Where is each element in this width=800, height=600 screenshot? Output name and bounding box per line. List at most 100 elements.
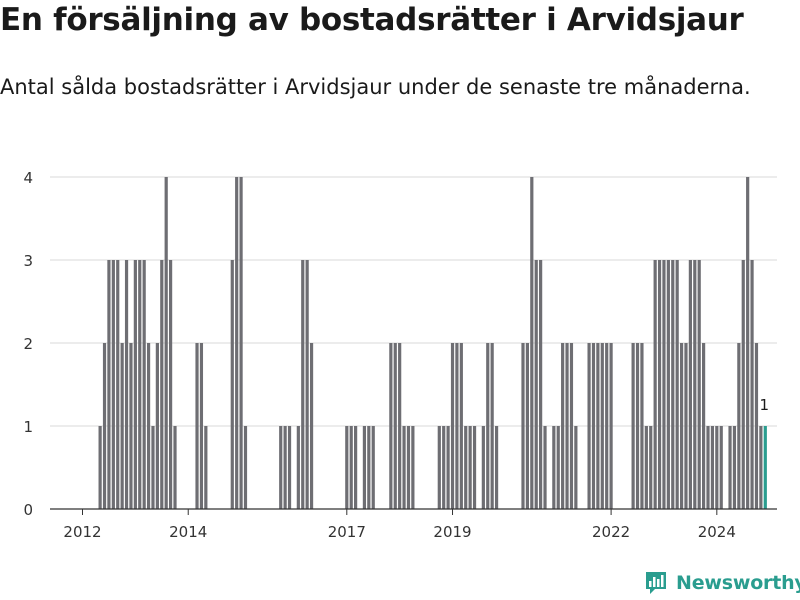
bar (120, 343, 124, 509)
bar (534, 260, 538, 509)
bar (393, 343, 397, 509)
bar (693, 260, 697, 509)
y-tick-label: 3 (23, 252, 33, 270)
newsworthy-logo-text: Newsworthy (676, 572, 800, 594)
bar (494, 426, 499, 509)
bar (671, 260, 675, 509)
bar (195, 343, 199, 509)
bar (349, 426, 353, 509)
bar (98, 426, 102, 509)
bar (666, 260, 670, 509)
bar (631, 343, 635, 509)
bar (230, 260, 234, 509)
bar (486, 343, 490, 509)
bar (305, 260, 309, 509)
chart-title: En försäljning av bostadsrätter i Arvids… (0, 2, 744, 38)
bar (155, 343, 159, 509)
bar (706, 426, 710, 509)
bar (459, 343, 463, 509)
bar (591, 343, 596, 509)
bar (481, 426, 485, 509)
bar (442, 426, 446, 509)
bar (124, 260, 129, 509)
bar (596, 343, 600, 509)
bar (345, 426, 349, 509)
bar (146, 343, 151, 509)
bar (649, 426, 653, 509)
bar (702, 343, 706, 509)
bar (468, 426, 472, 509)
x-tick-label: 2012 (63, 523, 101, 541)
bar (402, 426, 406, 509)
bar (741, 260, 745, 509)
bar (437, 426, 441, 509)
y-tick-label: 1 (23, 418, 33, 436)
bar (732, 426, 737, 509)
bar (116, 260, 120, 509)
bar (287, 426, 292, 509)
bar (367, 426, 371, 509)
bar (490, 343, 494, 509)
bar (283, 426, 287, 509)
bar (164, 177, 168, 509)
bar (133, 260, 137, 509)
bar (750, 260, 754, 509)
bar (688, 260, 692, 509)
bar (543, 426, 547, 509)
bar (644, 426, 648, 509)
bar (609, 343, 613, 509)
bar (662, 260, 666, 509)
bar (525, 343, 529, 509)
y-tick-label: 2 (23, 335, 33, 353)
newsworthy-logo-icon (646, 572, 666, 594)
bar-chart: 0 1 2 3 4 1 2012 2014 2017 2019 2022 2024 (23, 169, 777, 541)
x-tick-label: 2017 (328, 523, 366, 541)
bar (296, 426, 300, 509)
bar (759, 426, 763, 509)
x-tick-label: 2019 (433, 523, 471, 541)
y-tick-label: 4 (23, 169, 33, 187)
bar (371, 426, 375, 509)
bar (653, 260, 657, 509)
chart-subtitle: Antal sålda bostadsrätter i Arvidsjaur u… (0, 75, 751, 99)
bar (151, 426, 155, 509)
bar (472, 426, 477, 509)
bar (354, 426, 358, 509)
bar (552, 426, 556, 509)
bar (406, 426, 411, 509)
bar (640, 343, 644, 509)
bar (715, 426, 719, 509)
bar (446, 426, 450, 509)
bar (138, 260, 142, 509)
bar (464, 426, 468, 509)
bar (111, 260, 115, 509)
bar (569, 343, 574, 509)
bar (107, 260, 111, 509)
bar (719, 426, 723, 509)
bar (684, 343, 688, 509)
bar (142, 260, 146, 509)
bar (521, 343, 525, 509)
bar (301, 260, 305, 509)
x-tick-label: 2024 (698, 523, 736, 541)
bar (102, 343, 107, 509)
x-tick-label: 2014 (169, 523, 207, 541)
bar (450, 343, 455, 509)
bar (675, 260, 679, 509)
bar (235, 177, 239, 509)
bar (754, 343, 759, 509)
bar (129, 343, 133, 509)
bar (309, 343, 314, 509)
bar (398, 343, 402, 509)
bar (728, 426, 732, 509)
bar (746, 177, 750, 509)
bar (362, 426, 367, 509)
bar (530, 177, 534, 509)
bar (239, 177, 243, 509)
bar (710, 426, 715, 509)
bar (455, 343, 459, 509)
bar (279, 426, 283, 509)
bar (657, 260, 662, 509)
y-tick-label: 0 (23, 501, 33, 519)
bar (587, 343, 591, 509)
